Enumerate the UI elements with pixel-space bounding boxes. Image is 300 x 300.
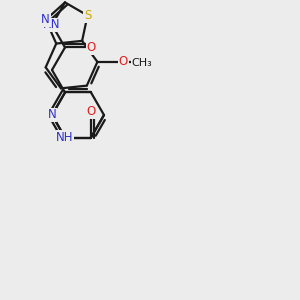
Text: O: O bbox=[86, 41, 96, 54]
Text: N: N bbox=[41, 13, 50, 26]
Text: NH: NH bbox=[56, 131, 74, 144]
Text: O: O bbox=[86, 105, 96, 118]
Text: CH₃: CH₃ bbox=[131, 58, 152, 68]
Text: N: N bbox=[48, 109, 56, 122]
Text: O: O bbox=[119, 56, 128, 68]
Text: HN: HN bbox=[43, 18, 61, 32]
Text: S: S bbox=[84, 9, 91, 22]
